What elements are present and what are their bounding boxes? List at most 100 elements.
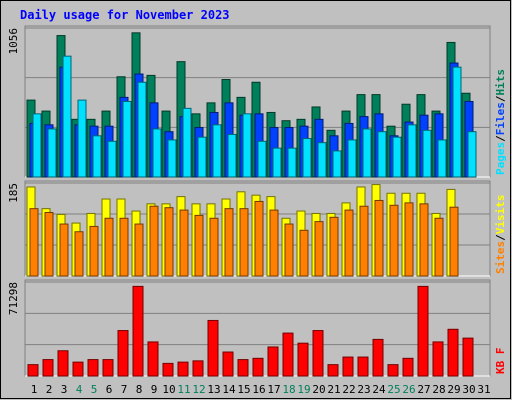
bar-pages-day-27 xyxy=(422,129,432,178)
day-label-9: 9 xyxy=(151,383,158,396)
bar-sites-day-23 xyxy=(359,205,369,277)
day-label-28: 28 xyxy=(432,383,445,396)
bar-pages-day-4 xyxy=(77,99,87,178)
chart-title: Daily usage for November 2023 xyxy=(20,8,230,22)
bar-sites-day-11 xyxy=(179,209,189,277)
legend-entry: Sites xyxy=(494,241,507,274)
bar-sites-day-25 xyxy=(389,204,399,277)
bar-sites-day-27 xyxy=(419,203,429,277)
bar-pages-day-24 xyxy=(377,131,387,178)
bar-sites-day-17 xyxy=(269,209,279,277)
legend-entry: / xyxy=(494,234,507,241)
bar-sites-day-2 xyxy=(44,211,54,277)
bar-sites-day-20 xyxy=(314,221,324,277)
bar-kb-f-day-19 xyxy=(297,342,309,377)
bar-sites-day-26 xyxy=(404,202,414,277)
bar-pages-day-7 xyxy=(122,100,132,178)
bar-kb-f-day-20 xyxy=(312,330,324,377)
day-label-7: 7 xyxy=(121,383,128,396)
bar-pages-day-25 xyxy=(392,136,402,178)
day-label-6: 6 xyxy=(106,383,113,396)
bar-pages-day-5 xyxy=(92,135,102,178)
bar-pages-day-19 xyxy=(302,138,312,178)
bar-kb-f-day-12 xyxy=(192,360,204,377)
bar-pages-day-9 xyxy=(152,128,162,178)
bar-sites-day-18 xyxy=(284,223,294,277)
bar-kb-f-day-24 xyxy=(372,338,384,377)
bar-sites-day-14 xyxy=(224,208,234,277)
bar-kb-f-day-8 xyxy=(132,285,144,377)
y-max-label: 71298 xyxy=(7,282,20,315)
bar-pages-day-15 xyxy=(242,113,252,178)
day-label-26: 26 xyxy=(402,383,415,396)
day-label-5: 5 xyxy=(91,383,98,396)
legend-entry: / xyxy=(494,135,507,142)
day-label-17: 17 xyxy=(267,383,280,396)
bar-pages-day-8 xyxy=(137,81,147,178)
bar-kb-f-day-23 xyxy=(357,356,369,377)
bar-pages-day-26 xyxy=(407,124,417,178)
bar-pages-day-11 xyxy=(182,107,192,178)
day-label-4: 4 xyxy=(76,383,83,396)
day-label-12: 12 xyxy=(192,383,205,396)
bar-pages-day-18 xyxy=(287,147,297,178)
bar-kb-f-day-18 xyxy=(282,332,294,377)
legend-visits_sites: Sites/Visits xyxy=(494,195,507,275)
bar-kb-f-day-9 xyxy=(147,341,159,377)
bar-pages-day-16 xyxy=(257,140,267,178)
day-label-24: 24 xyxy=(372,383,386,396)
y-max-label: 1056 xyxy=(7,28,20,55)
bar-sites-day-24 xyxy=(374,199,384,277)
bar-kb-f-day-29 xyxy=(447,328,459,377)
bar-pages-day-30 xyxy=(467,131,477,178)
legend-entry: / xyxy=(494,95,507,102)
legend-entry: Pages xyxy=(494,142,507,175)
bar-sites-day-4 xyxy=(74,231,84,277)
legend-entry: KB F xyxy=(494,348,507,375)
bar-pages-day-3 xyxy=(62,55,72,178)
day-label-30: 30 xyxy=(462,383,475,396)
day-label-8: 8 xyxy=(136,383,143,396)
bar-kb-f-day-2 xyxy=(42,359,54,377)
bar-kb-f-day-16 xyxy=(252,357,264,377)
legend-hits_files_pages: Pages/Files/Hits xyxy=(494,69,507,175)
bar-kb-f-day-15 xyxy=(237,359,249,377)
bar-sites-day-12 xyxy=(194,214,204,277)
bar-sites-day-9 xyxy=(149,205,159,277)
bar-kb-f-day-6 xyxy=(102,359,114,377)
legend-kbytes: KB F xyxy=(494,348,507,375)
bar-pages-day-22 xyxy=(347,139,357,178)
bar-kb-f-day-22 xyxy=(342,356,354,377)
bar-pages-day-1 xyxy=(32,113,42,178)
bar-kb-f-day-1 xyxy=(27,364,39,377)
day-label-1: 1 xyxy=(31,383,38,396)
bar-sites-day-29 xyxy=(449,206,459,277)
bar-kb-f-day-25 xyxy=(387,364,399,377)
day-label-13: 13 xyxy=(207,383,220,396)
bar-kb-f-day-21 xyxy=(327,364,339,377)
bar-pages-day-17 xyxy=(272,147,282,178)
bar-pages-day-12 xyxy=(197,136,207,178)
bar-kb-f-day-3 xyxy=(57,350,69,377)
day-label-27: 27 xyxy=(417,383,430,396)
bar-sites-day-1 xyxy=(29,208,39,277)
day-label-31: 31 xyxy=(477,383,490,396)
bar-sites-day-6 xyxy=(104,217,114,277)
bar-kb-f-day-27 xyxy=(417,285,429,377)
day-label-3: 3 xyxy=(61,383,68,396)
y-max-label: 185 xyxy=(7,183,20,203)
bar-kb-f-day-10 xyxy=(162,362,174,377)
day-label-18: 18 xyxy=(282,383,295,396)
bar-kb-f-day-4 xyxy=(72,361,84,377)
legend-entry: Files xyxy=(494,102,507,135)
bar-kb-f-day-17 xyxy=(267,346,279,377)
bar-sites-day-8 xyxy=(134,223,144,277)
bar-pages-day-2 xyxy=(47,128,57,178)
bar-pages-day-23 xyxy=(362,128,372,178)
bar-sites-day-5 xyxy=(89,225,99,277)
bar-sites-day-3 xyxy=(59,223,69,277)
legend-entry: Visits xyxy=(494,195,507,235)
bar-kb-f-day-7 xyxy=(117,330,129,377)
bar-kb-f-day-30 xyxy=(462,337,474,377)
bar-sites-day-21 xyxy=(329,216,339,277)
